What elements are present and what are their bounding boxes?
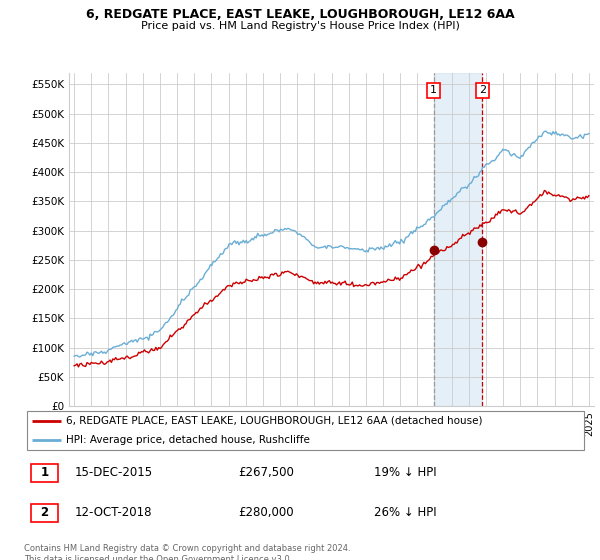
Text: 2: 2 (479, 85, 486, 95)
Text: 19% ↓ HPI: 19% ↓ HPI (374, 466, 436, 479)
FancyBboxPatch shape (31, 503, 58, 522)
Text: 1: 1 (430, 85, 437, 95)
Text: 15-DEC-2015: 15-DEC-2015 (75, 466, 153, 479)
FancyBboxPatch shape (27, 411, 584, 450)
Text: 6, REDGATE PLACE, EAST LEAKE, LOUGHBOROUGH, LE12 6AA: 6, REDGATE PLACE, EAST LEAKE, LOUGHBOROU… (86, 8, 514, 21)
Text: £280,000: £280,000 (238, 506, 294, 519)
Text: 6, REDGATE PLACE, EAST LEAKE, LOUGHBOROUGH, LE12 6AA (detached house): 6, REDGATE PLACE, EAST LEAKE, LOUGHBOROU… (66, 416, 483, 426)
Bar (434, 73, 482, 406)
Text: 1: 1 (40, 466, 49, 479)
Text: 2: 2 (40, 506, 49, 519)
Text: Price paid vs. HM Land Registry's House Price Index (HPI): Price paid vs. HM Land Registry's House … (140, 21, 460, 31)
Text: 26% ↓ HPI: 26% ↓ HPI (374, 506, 436, 519)
Text: HPI: Average price, detached house, Rushcliffe: HPI: Average price, detached house, Rush… (66, 435, 310, 445)
Text: £267,500: £267,500 (238, 466, 294, 479)
Text: Contains HM Land Registry data © Crown copyright and database right 2024.
This d: Contains HM Land Registry data © Crown c… (24, 544, 350, 560)
Text: 12-OCT-2018: 12-OCT-2018 (75, 506, 152, 519)
FancyBboxPatch shape (31, 464, 58, 482)
